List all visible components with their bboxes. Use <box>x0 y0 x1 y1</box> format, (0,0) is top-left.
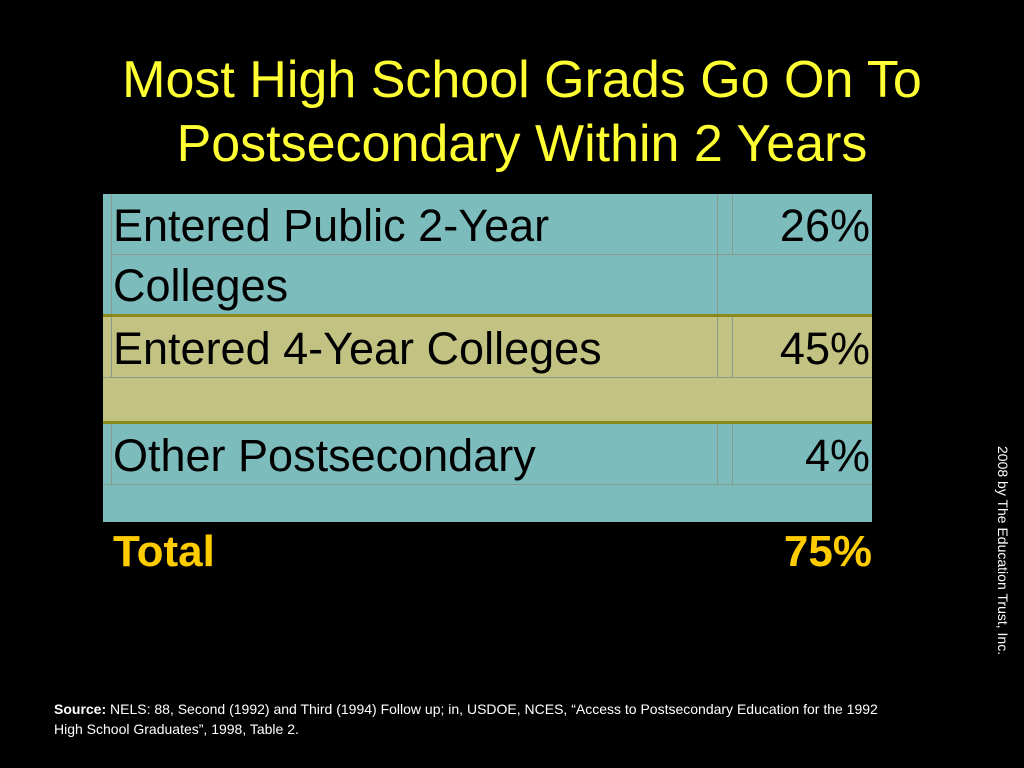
row-value: 26% <box>779 200 870 251</box>
table-row-public-2-year: Entered Public 2-Year Colleges 26% <box>103 194 872 314</box>
row-value: 45% <box>779 323 870 374</box>
row-divider <box>103 484 872 485</box>
row-label: Entered 4-Year Colleges <box>113 323 602 374</box>
column-divider <box>717 317 718 377</box>
column-divider <box>717 424 718 484</box>
row-divider <box>111 254 872 255</box>
table-row-other: Other Postsecondary 4% <box>103 424 872 522</box>
source-citation: Source: NELS: 88, Second (1992) and Thir… <box>54 699 904 739</box>
row-value: 4% <box>804 430 870 481</box>
slide-title-line-2: Postsecondary Within 2 Years <box>176 115 868 173</box>
column-divider <box>732 317 733 377</box>
slide-title-line-1: Most High School Grads Go On To <box>122 51 922 109</box>
postsecondary-table: Entered Public 2-Year Colleges 26% Enter… <box>103 194 872 522</box>
row-divider <box>103 377 872 378</box>
row-label-line-1: Entered Public 2-Year <box>113 200 550 251</box>
source-text: NELS: 88, Second (1992) and Third (1994)… <box>54 701 878 737</box>
total-value: 75% <box>783 527 872 576</box>
column-divider <box>111 424 112 484</box>
column-divider <box>732 424 733 484</box>
source-label: Source: <box>54 701 107 717</box>
table-row-4-year: Entered 4-Year Colleges 45% <box>103 314 872 424</box>
total-label: Total <box>113 527 215 576</box>
row-label-line-2: Colleges <box>113 260 289 311</box>
copyright-notice: 2008 by The Education Trust, Inc. <box>995 446 1011 656</box>
column-divider <box>111 317 112 377</box>
column-divider <box>732 194 733 254</box>
slide-title: Most High School Grads Go On To Postseco… <box>20 48 1024 176</box>
row-label: Other Postsecondary <box>113 430 536 481</box>
